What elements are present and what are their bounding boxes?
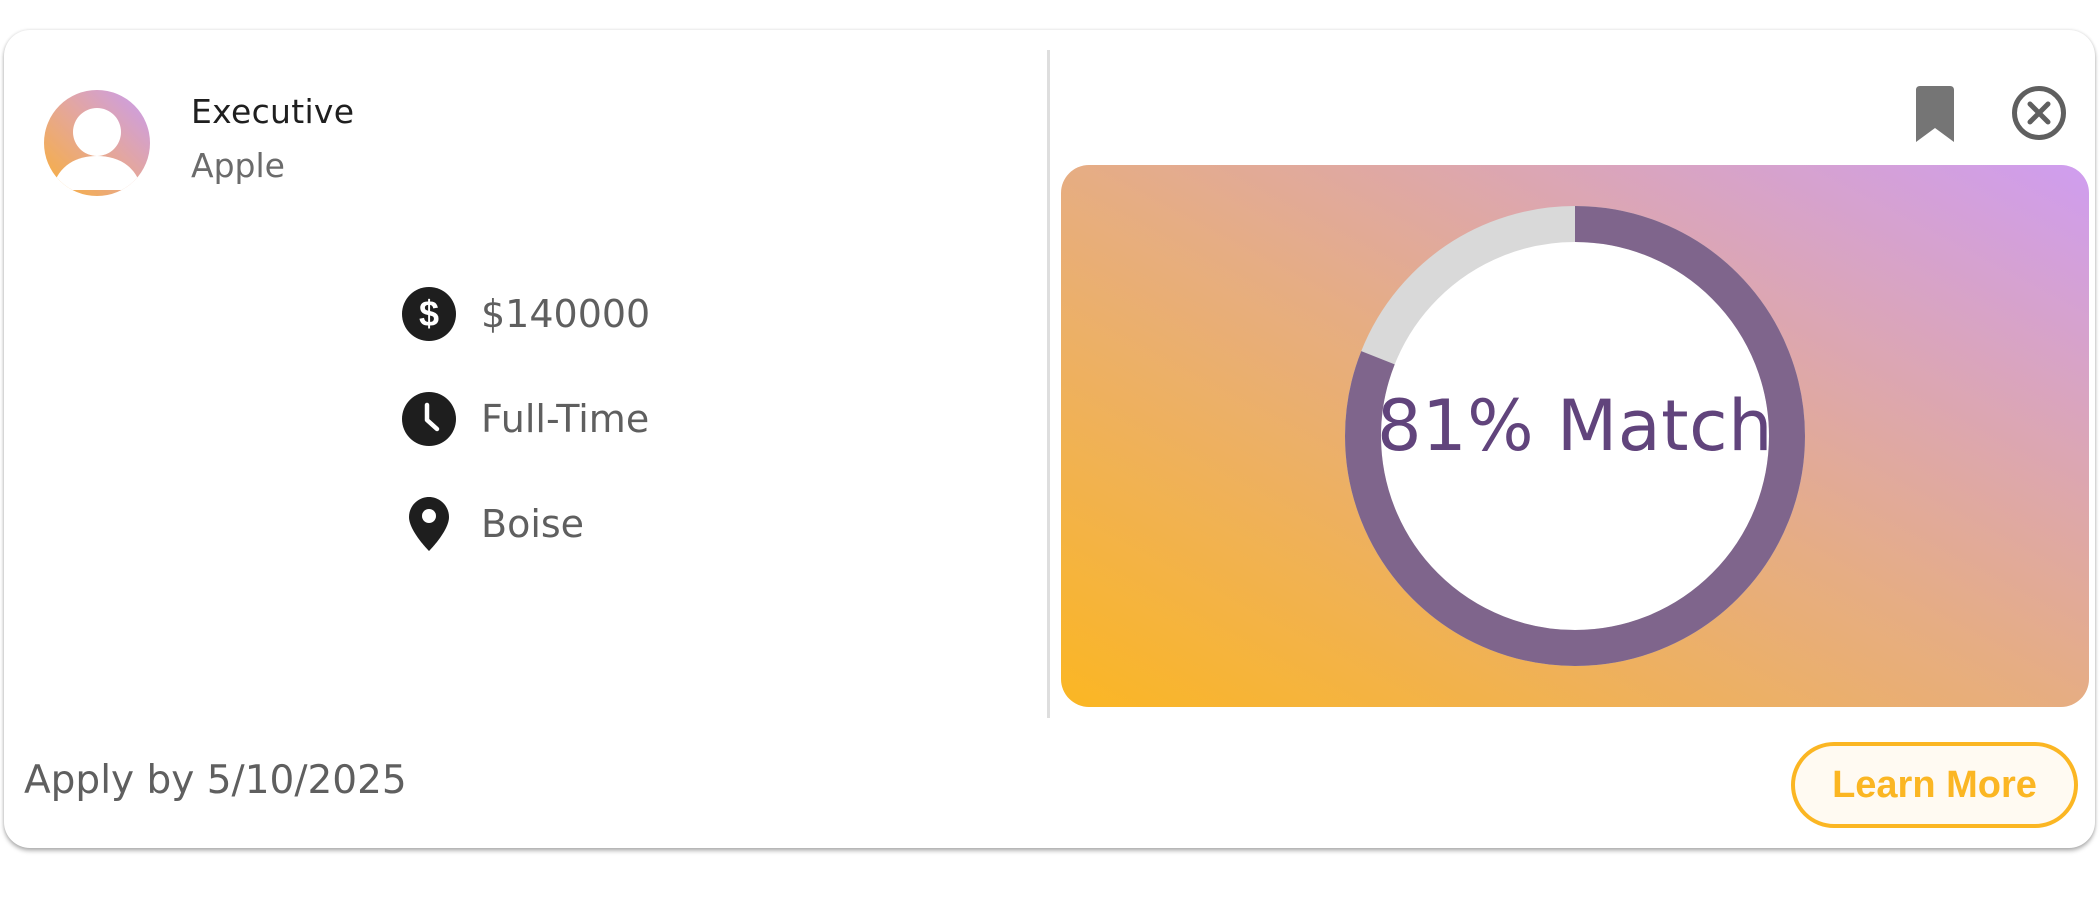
bookmark-icon <box>1916 86 1954 142</box>
salary-text: $140000 <box>481 292 651 336</box>
match-ring-center <box>1363 224 1787 648</box>
company-logo <box>44 90 150 196</box>
match-ring-progress <box>1345 206 1805 666</box>
person-avatar-icon <box>44 90 150 196</box>
match-percent-label: 81% Match <box>1377 385 1773 467</box>
apply-by-date: Apply by 5/10/2025 <box>24 758 407 803</box>
dollar-icon: $ <box>399 284 459 344</box>
job-type-row: Full-Time <box>399 389 649 449</box>
bookmark-button[interactable] <box>1912 86 1958 142</box>
dismiss-button[interactable] <box>2010 84 2068 142</box>
location-text: Boise <box>481 502 585 546</box>
svg-text:$: $ <box>419 293 439 334</box>
match-panel: 81% Match <box>1061 165 2089 707</box>
section-divider <box>1047 50 1050 718</box>
close-circle-icon <box>2012 86 2066 140</box>
location-pin-icon <box>399 494 459 554</box>
salary-row: $ $140000 <box>399 284 650 344</box>
job-type-text: Full-Time <box>481 397 650 441</box>
match-ring-chart <box>1345 206 1805 666</box>
job-title: Executive <box>191 92 355 131</box>
location-row: Boise <box>399 494 584 554</box>
job-card: Executive Apple $ $140000 Full-Time Bois… <box>4 30 2095 848</box>
clock-icon <box>399 389 459 449</box>
company-name: Apple <box>191 146 285 185</box>
learn-more-button[interactable]: Learn More <box>1791 742 2078 828</box>
